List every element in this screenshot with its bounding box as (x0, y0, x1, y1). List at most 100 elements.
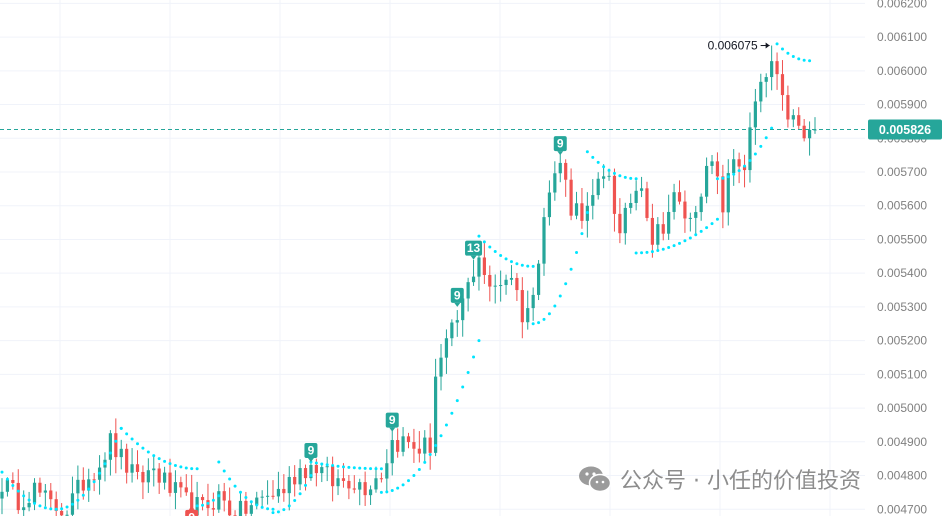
candle[interactable] (770, 45, 774, 91)
candle[interactable] (634, 180, 638, 211)
candle[interactable] (390, 426, 394, 476)
candle[interactable] (331, 456, 335, 502)
candle[interactable] (211, 492, 215, 518)
candle[interactable] (786, 85, 790, 128)
candle[interactable] (553, 161, 557, 201)
candle[interactable] (38, 477, 42, 498)
candle[interactable] (759, 73, 763, 113)
candle[interactable] (119, 439, 123, 470)
candle[interactable] (661, 212, 665, 241)
candle[interactable] (233, 510, 237, 521)
candle[interactable] (526, 290, 530, 330)
candle[interactable] (320, 464, 324, 483)
candle[interactable] (406, 432, 411, 449)
candle[interactable] (152, 455, 156, 487)
candle[interactable] (450, 319, 454, 347)
candle[interactable] (114, 418, 118, 474)
candle[interactable] (471, 259, 476, 286)
candle[interactable] (130, 448, 134, 483)
candle[interactable] (742, 154, 747, 188)
candle[interactable] (401, 427, 405, 457)
candle[interactable] (76, 465, 80, 510)
candle[interactable] (650, 203, 654, 258)
candle[interactable] (228, 487, 232, 521)
candle[interactable] (347, 474, 351, 500)
candle[interactable] (629, 193, 633, 214)
candle[interactable] (222, 482, 226, 512)
candle[interactable] (515, 273, 519, 302)
candle[interactable] (374, 466, 378, 493)
candle[interactable] (54, 491, 58, 521)
candle[interactable] (488, 265, 492, 302)
candle[interactable] (574, 191, 579, 220)
candle[interactable] (325, 456, 329, 482)
candle[interactable] (255, 491, 259, 510)
candle[interactable] (699, 193, 703, 221)
candle[interactable] (22, 490, 26, 521)
candle[interactable] (504, 274, 508, 295)
candle[interactable] (656, 217, 660, 251)
candle[interactable] (802, 119, 806, 142)
candle[interactable] (87, 468, 91, 502)
candle[interactable] (125, 443, 129, 484)
candle[interactable] (49, 483, 53, 510)
candle[interactable] (336, 469, 340, 496)
candle[interactable] (276, 471, 281, 503)
candle[interactable] (672, 183, 676, 220)
candle[interactable] (677, 180, 682, 205)
candle[interactable] (455, 310, 459, 337)
candle[interactable] (396, 428, 400, 458)
candle[interactable] (705, 157, 709, 204)
candle[interactable] (434, 358, 438, 457)
candle[interactable] (748, 112, 752, 183)
candle[interactable] (683, 190, 687, 233)
candle[interactable] (596, 172, 600, 200)
candle[interactable] (477, 249, 481, 291)
candle[interactable] (423, 430, 427, 464)
candle[interactable] (163, 466, 167, 490)
candle[interactable] (813, 117, 817, 134)
candle[interactable] (797, 107, 801, 130)
candle[interactable] (417, 431, 421, 463)
candle[interactable] (564, 159, 568, 197)
candle[interactable] (542, 207, 546, 276)
candle[interactable] (179, 476, 183, 498)
candle[interactable] (715, 152, 720, 195)
candle[interactable] (726, 159, 730, 226)
candle[interactable] (558, 153, 562, 183)
candle[interactable] (217, 484, 221, 513)
candle[interactable] (379, 472, 383, 483)
candle[interactable] (428, 423, 432, 470)
candle[interactable] (694, 205, 698, 235)
candle[interactable] (482, 242, 486, 284)
candle[interactable] (282, 474, 286, 502)
candle[interactable] (667, 194, 671, 240)
candle[interactable] (352, 475, 356, 494)
candle[interactable] (807, 121, 812, 156)
candle[interactable] (293, 465, 297, 497)
candle[interactable] (260, 490, 264, 506)
candle[interactable] (157, 463, 161, 494)
candle[interactable] (184, 474, 188, 496)
candle[interactable] (298, 459, 302, 491)
candle[interactable] (65, 510, 69, 521)
candle[interactable] (244, 491, 248, 521)
candle[interactable] (173, 470, 178, 510)
candle[interactable] (520, 277, 524, 339)
candle[interactable] (618, 198, 622, 244)
candle[interactable] (27, 491, 31, 512)
candle[interactable] (135, 450, 140, 480)
candle[interactable] (43, 483, 47, 507)
candle[interactable] (645, 181, 649, 222)
candle[interactable] (358, 478, 362, 506)
candle[interactable] (623, 202, 627, 245)
candle[interactable] (265, 480, 270, 505)
candle[interactable] (493, 274, 497, 304)
candle[interactable] (32, 478, 37, 511)
candle[interactable] (97, 455, 102, 495)
candle[interactable] (591, 179, 595, 220)
candle[interactable] (206, 483, 210, 519)
candle[interactable] (580, 187, 584, 229)
candle[interactable] (146, 458, 150, 493)
